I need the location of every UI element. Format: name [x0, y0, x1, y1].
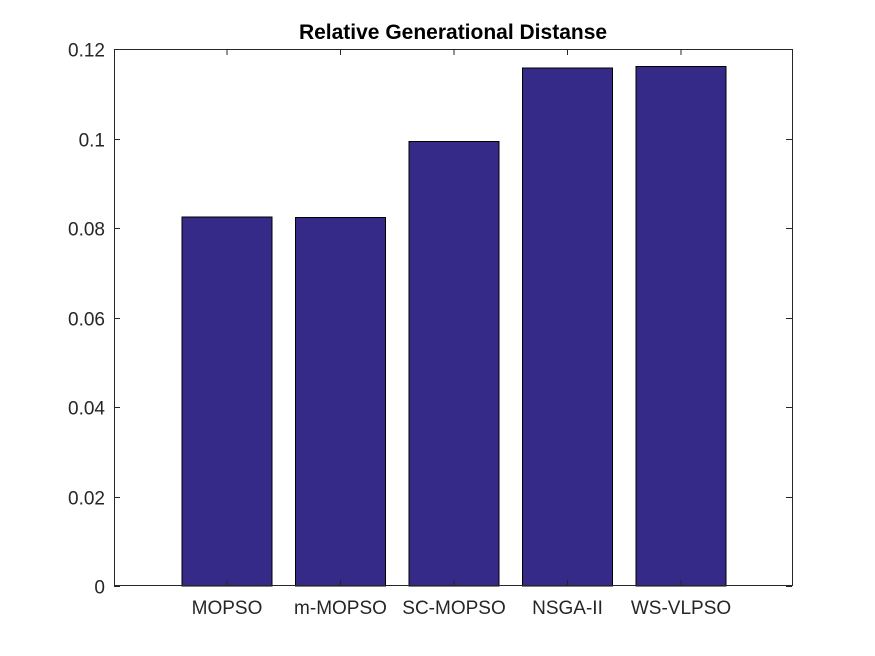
y-tick-label: 0 — [94, 578, 105, 599]
bar-sc-mopso — [408, 141, 500, 587]
bar-ws-vlpso — [635, 66, 727, 587]
x-tick-label: SC-MOPSO — [402, 598, 505, 619]
bar-m-mopso — [295, 217, 386, 587]
bar-mopso — [181, 216, 273, 587]
y-tick-label: 0.1 — [79, 131, 105, 152]
x-tick-label: WS-VLPSO — [631, 598, 731, 619]
x-tick-label: NSGA-II — [532, 598, 603, 619]
bar-nsga-ii — [522, 67, 613, 587]
bars-group — [181, 66, 727, 587]
y-tick-label: 0.02 — [68, 489, 105, 510]
x-tick-label: MOPSO — [192, 598, 263, 619]
plot-box — [114, 49, 793, 586]
y-tick-label: 0.08 — [68, 220, 105, 241]
y-axis: 0 0.02 0.04 0.06 0.08 0.1 0.12 — [68, 41, 792, 599]
chart-title: Relative Generational Distanse — [299, 21, 607, 44]
x-axis: MOPSO m-MOPSO SC-MOPSO NSGA-II WS-VLPSO — [192, 49, 731, 619]
y-tick-label: 0.06 — [68, 310, 105, 331]
y-tick-label: 0.04 — [68, 399, 105, 420]
x-tick-label: m-MOPSO — [294, 598, 387, 619]
y-tick-label: 0.12 — [68, 41, 105, 62]
